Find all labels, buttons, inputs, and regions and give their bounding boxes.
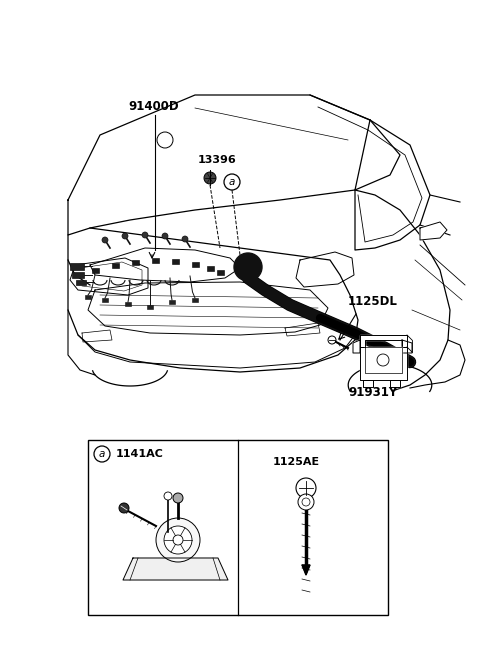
Polygon shape — [353, 340, 360, 353]
Circle shape — [157, 132, 173, 148]
Bar — [147, 305, 153, 309]
Bar — [152, 258, 159, 263]
Bar — [72, 272, 84, 278]
Polygon shape — [420, 222, 447, 240]
Bar — [112, 263, 119, 268]
Text: 91931Y: 91931Y — [348, 386, 397, 399]
Bar — [85, 295, 91, 299]
Circle shape — [102, 237, 108, 243]
Circle shape — [328, 336, 336, 344]
Bar — [207, 266, 214, 271]
Circle shape — [164, 492, 172, 500]
Circle shape — [377, 354, 389, 366]
Text: 13396: 13396 — [198, 155, 237, 165]
Bar — [76, 280, 86, 285]
Circle shape — [182, 236, 188, 242]
Bar — [192, 298, 198, 302]
Polygon shape — [402, 340, 412, 353]
Text: 1125DL: 1125DL — [348, 295, 398, 308]
Text: a: a — [99, 449, 105, 459]
Circle shape — [298, 494, 314, 510]
Bar — [70, 263, 84, 270]
Bar — [88, 440, 388, 615]
Circle shape — [119, 503, 129, 513]
Bar — [102, 298, 108, 302]
Text: a: a — [229, 177, 235, 187]
Text: 91400D: 91400D — [128, 100, 179, 113]
Circle shape — [162, 233, 168, 239]
Circle shape — [234, 253, 262, 281]
Circle shape — [94, 446, 110, 462]
Polygon shape — [123, 558, 228, 580]
Bar — [172, 259, 179, 264]
Polygon shape — [302, 565, 310, 575]
Text: 1141AC: 1141AC — [116, 449, 164, 459]
Circle shape — [204, 172, 216, 184]
Circle shape — [296, 478, 316, 498]
Circle shape — [164, 526, 192, 554]
Polygon shape — [390, 380, 400, 387]
Circle shape — [142, 232, 148, 238]
Text: 1125AE: 1125AE — [273, 457, 320, 467]
Circle shape — [224, 174, 240, 190]
Circle shape — [173, 535, 183, 545]
Polygon shape — [360, 347, 407, 380]
Bar — [132, 260, 139, 265]
Bar — [125, 302, 131, 306]
Bar — [92, 268, 99, 273]
Circle shape — [173, 493, 183, 503]
Polygon shape — [363, 380, 373, 387]
Circle shape — [122, 233, 128, 239]
Polygon shape — [360, 335, 407, 347]
Bar — [217, 270, 224, 275]
Bar — [192, 262, 199, 267]
Polygon shape — [365, 347, 402, 373]
Circle shape — [156, 518, 200, 562]
Bar — [169, 300, 175, 304]
